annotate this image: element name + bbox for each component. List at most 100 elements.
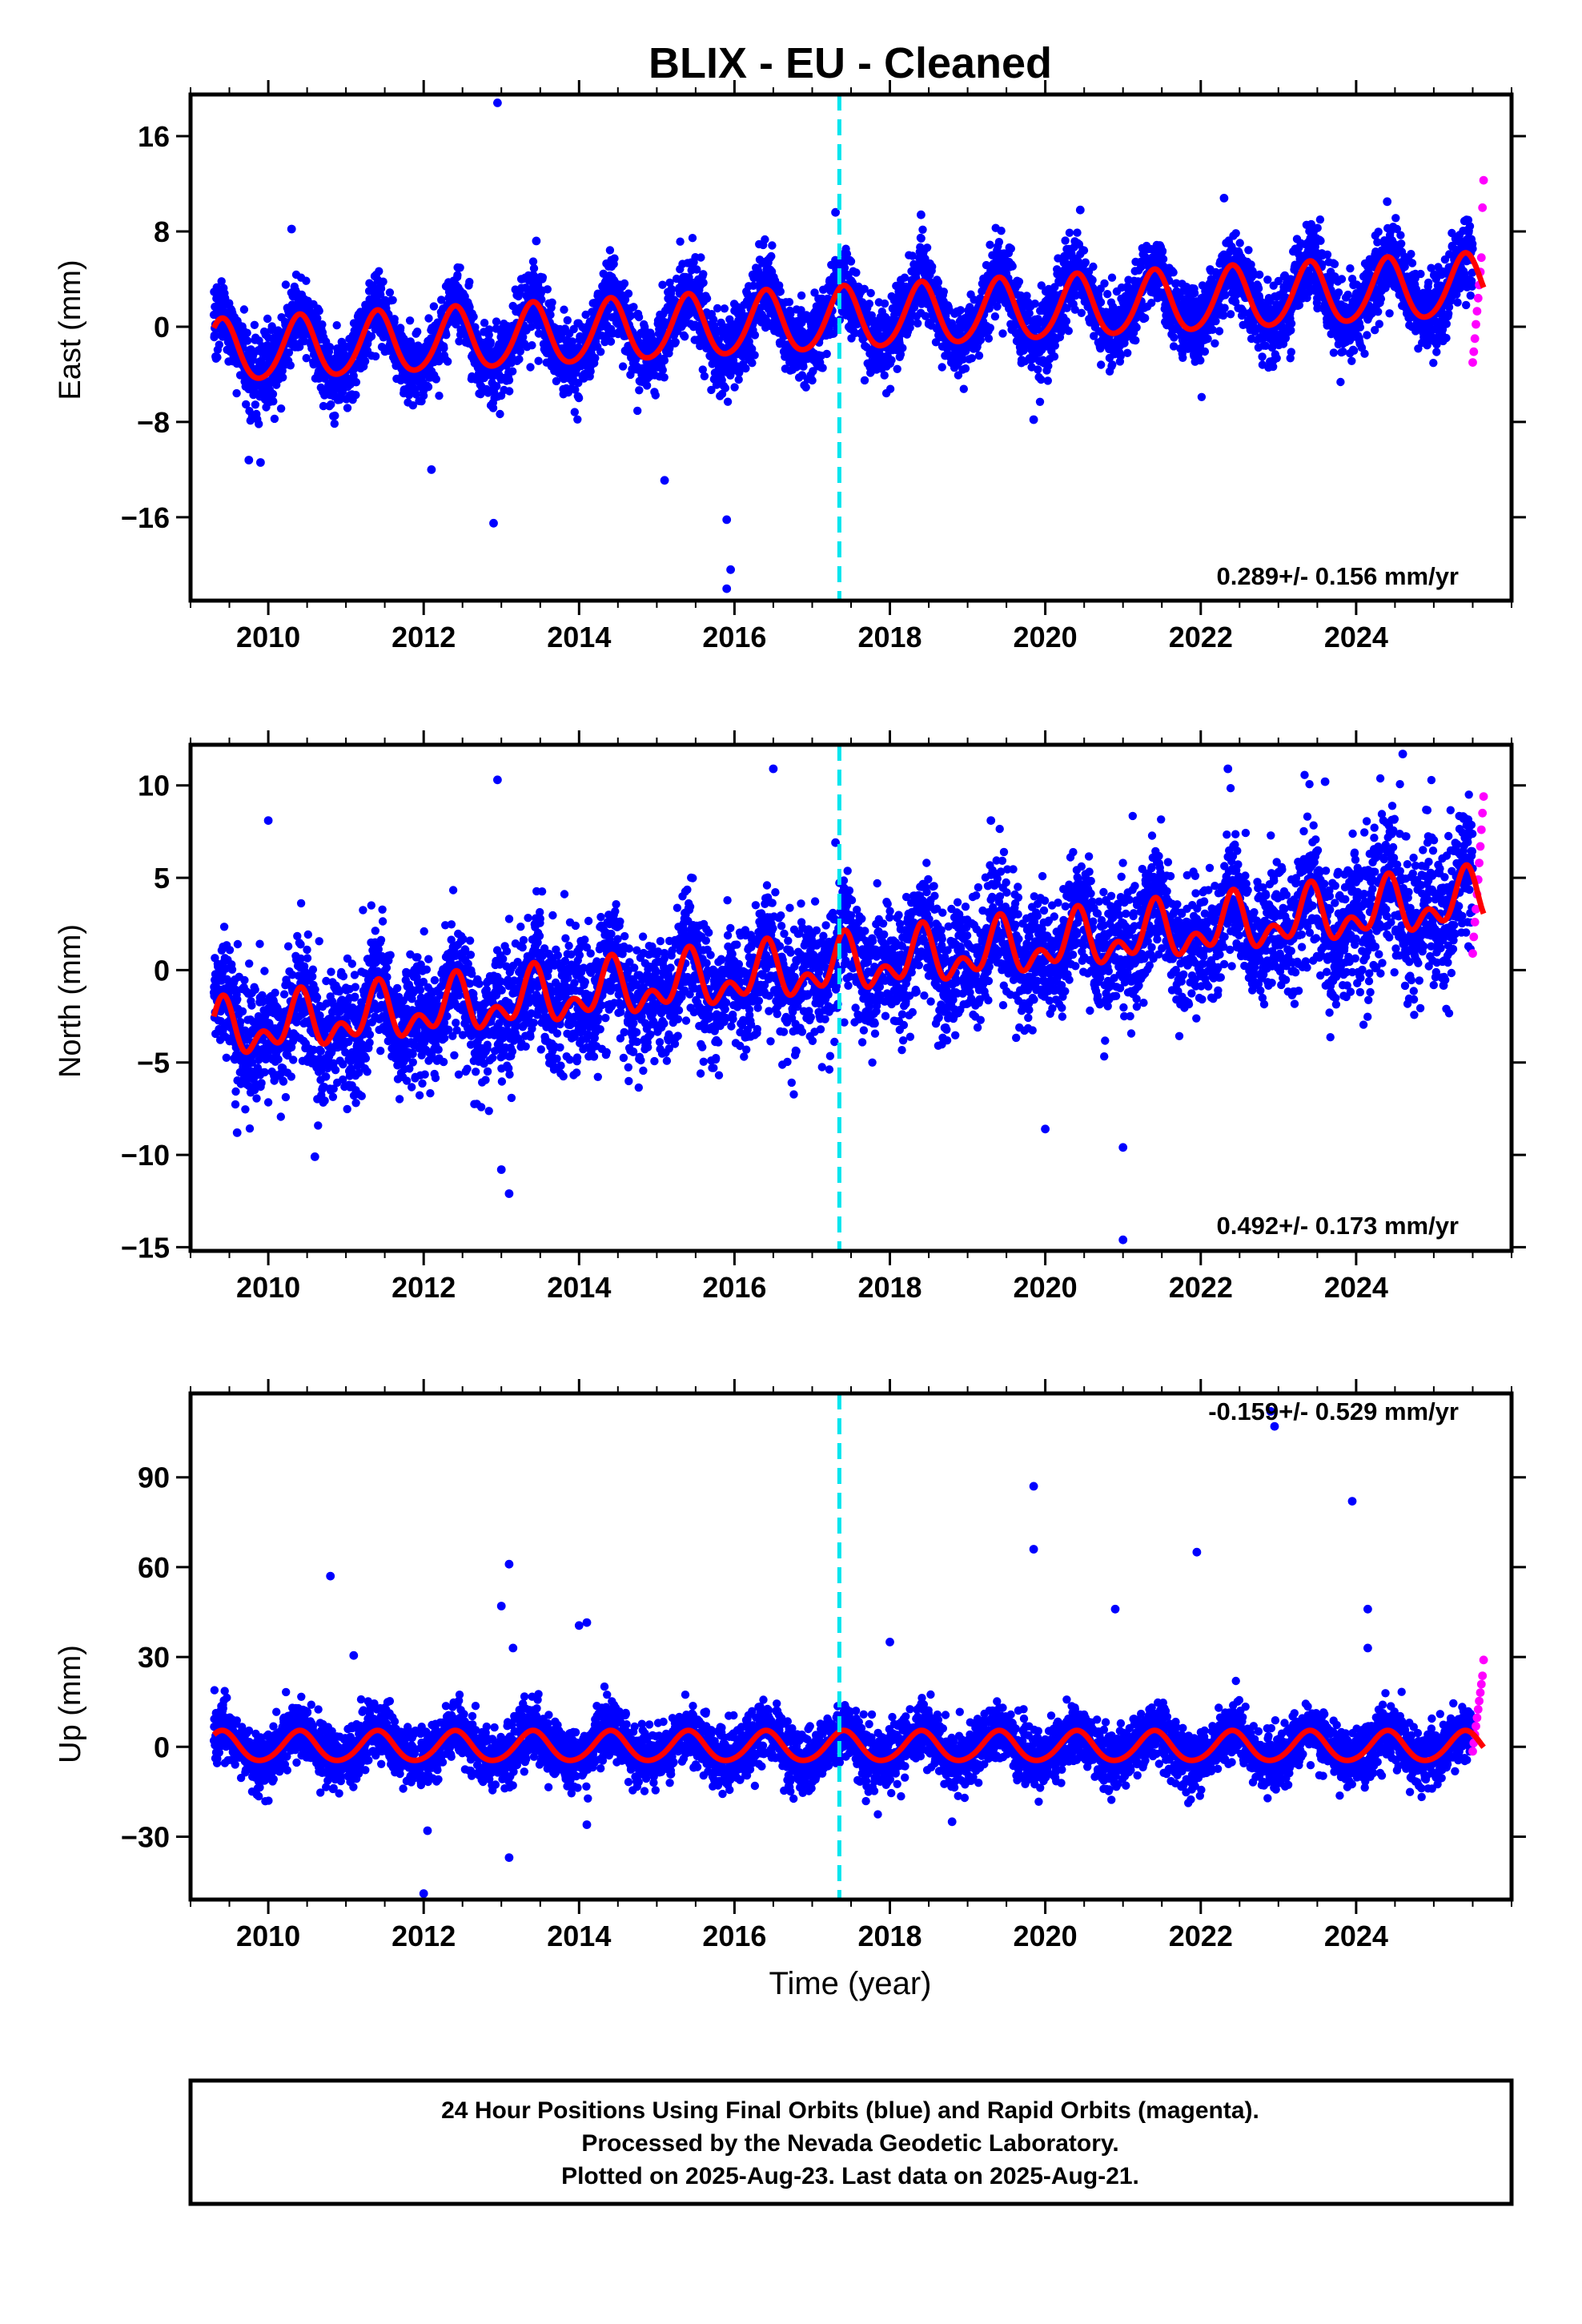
final-orbit-point [1073,228,1082,237]
final-orbit-point [546,310,555,320]
final-orbit-point [388,296,397,304]
final-orbit-point [676,237,685,246]
final-orbit-point [215,340,223,349]
final-orbit-point [526,363,535,372]
final-orbit-point [1141,314,1150,323]
final-orbit-point [671,338,680,347]
final-orbit-point [302,354,311,363]
final-orbit-point [429,302,439,311]
final-orbit-point [279,373,287,382]
final-orbit-point [1034,365,1042,374]
final-orbit-point [469,312,478,321]
final-orbit-point [822,349,831,359]
final-orbit-point [560,305,568,314]
final-orbit-point [281,280,291,289]
final-orbit-point [270,414,279,424]
east-final-orbit-points [209,214,1477,428]
final-orbit-point [263,314,272,324]
final-orbit-point [528,341,536,350]
east-marks [209,94,1488,601]
final-orbit-point [880,299,889,308]
final-orbit-point [343,404,352,412]
final-orbit-point [846,257,856,266]
final-orbit-point [1197,392,1207,401]
final-orbit-point [332,321,341,330]
final-orbit-point [1178,353,1187,362]
final-orbit-point [232,388,241,398]
final-orbit-point [239,305,249,314]
final-orbit-point [1077,308,1086,317]
final-orbit-point [286,361,295,370]
final-orbit-point [456,263,464,272]
final-orbit-point [278,366,287,376]
final-orbit-point [284,348,294,357]
final-orbit-point [211,331,219,340]
final-orbit-point [242,400,251,409]
final-orbit-point [730,383,739,392]
final-orbit-point [618,362,628,371]
final-orbit-point [660,373,669,382]
final-orbit-point [432,375,440,384]
final-orbit-point [1235,239,1244,247]
final-orbit-point [596,348,605,356]
final-orbit-point [379,277,387,286]
final-orbit-point [255,420,263,428]
final-orbit-point [385,288,395,297]
final-orbit-point [1287,319,1296,328]
final-orbit-point [424,314,433,323]
final-orbit-point [913,319,922,328]
final-orbit-point [974,351,984,360]
final-orbit-point [885,384,895,393]
final-orbit-point [697,253,705,262]
final-orbit-point [1025,309,1034,318]
final-orbit-point [605,246,615,255]
final-orbit-point [243,336,252,345]
final-orbit-point [984,334,994,343]
final-orbit-point [1158,247,1167,255]
final-orbit-point [880,371,889,380]
final-orbit-point [606,337,616,346]
final-orbit-point [1107,273,1117,282]
final-orbit-point [635,386,644,395]
final-orbit-point [250,320,259,329]
final-orbit-point [634,312,644,322]
final-orbit-point [515,355,524,364]
final-orbit-point [967,354,977,363]
final-orbit-point [1200,347,1210,356]
final-orbit-point [917,234,926,243]
final-orbit-point [1081,258,1090,267]
final-orbit-point [1313,223,1322,232]
final-orbit-point [1100,279,1109,288]
final-orbit-point [313,314,322,323]
final-orbit-point [956,306,966,315]
final-orbit-point [1215,327,1224,336]
final-orbit-point [504,376,514,384]
final-orbit-point [1323,250,1332,259]
final-orbit-point [776,287,785,296]
final-orbit-point [887,356,896,364]
final-orbit-point [591,353,600,363]
final-orbit-point [299,336,309,346]
final-orbit-point [797,291,806,300]
final-orbit-point [906,318,915,328]
final-orbit-point [251,400,260,409]
chart-title: BLIX - EU - Cleaned [648,39,1052,87]
final-orbit-point [768,241,777,250]
final-orbit-point [330,419,339,428]
final-orbit-point [1330,259,1339,268]
east-panel: 2010 2012 2014 2016 2018 2020 2022 2024−16−8081… [54,80,1526,653]
final-orbit-point [1131,336,1140,345]
final-orbit-point [700,372,709,380]
final-orbit-point [997,227,1006,235]
final-orbit-point [1231,229,1240,238]
final-orbit-point [994,238,1004,247]
final-orbit-point [699,270,708,279]
final-orbit-point [1006,244,1016,253]
final-orbit-point [268,389,278,399]
final-orbit-point [424,382,433,392]
final-orbit-point [1272,354,1281,363]
final-orbit-point [799,362,808,371]
final-orbit-point [327,400,335,409]
final-orbit-point [1044,361,1053,371]
